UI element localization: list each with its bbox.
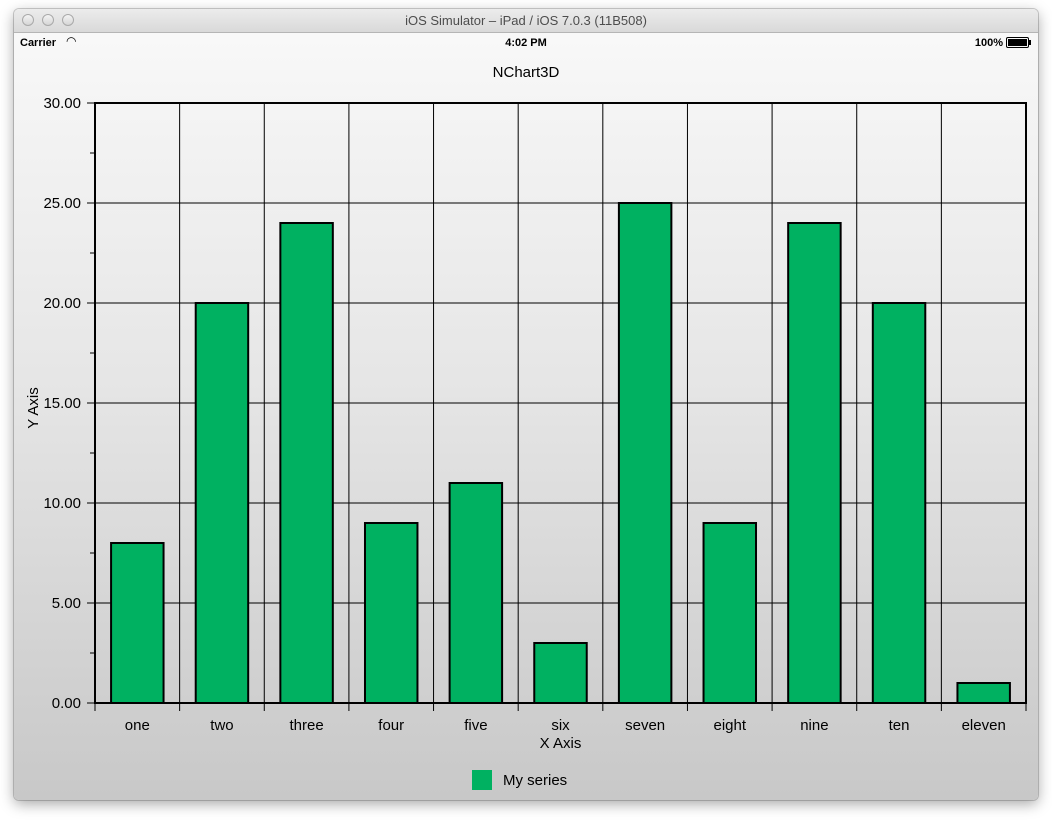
battery-percent: 100%: [974, 37, 1003, 49]
x-tick-label: eight: [714, 717, 747, 734]
x-tick-label: three: [289, 717, 323, 734]
legend-label[interactable]: My series: [503, 771, 568, 789]
bar: [279, 222, 334, 704]
bar: [702, 522, 758, 704]
bar: [533, 642, 588, 704]
y-tick-label: 5.00: [52, 595, 81, 612]
status-time: 4:02 PM: [505, 37, 547, 49]
carrier-label: Carrier: [20, 37, 57, 49]
close-window-button[interactable]: [22, 14, 34, 26]
status-bar: Carrier ◠ 4:02 PM 100%: [14, 33, 1038, 53]
bar: [194, 302, 250, 704]
bar: [956, 682, 1011, 704]
zoom-window-button[interactable]: [62, 14, 74, 26]
x-tick-label: two: [210, 717, 233, 734]
y-tick-label: 25.00: [43, 195, 81, 212]
x-tick-label: five: [464, 717, 487, 734]
wifi-icon: ◠: [66, 34, 77, 48]
bar: [448, 482, 504, 704]
bar: [110, 542, 165, 704]
x-tick-label: eleven: [962, 717, 1006, 734]
y-tick-label: 0.00: [52, 695, 81, 712]
bar: [363, 522, 419, 704]
x-tick-label: nine: [800, 717, 828, 734]
simulator-window: iOS Simulator – iPad / iOS 7.0.3 (11B508…: [14, 9, 1038, 800]
x-axis-title: X Axis: [540, 735, 582, 752]
battery-icon: [1006, 37, 1031, 48]
chart-legend: My series: [472, 770, 567, 790]
x-tick-label: one: [125, 717, 150, 734]
x-tick-label: ten: [889, 717, 910, 734]
bar: [787, 222, 842, 704]
x-tick-label: four: [378, 717, 404, 734]
bar-chart: 0.00 5.00 10.00 15.00 20.00 25.00 30.00 one two t…: [25, 95, 1027, 752]
x-tick-label: seven: [625, 717, 665, 734]
bar: [871, 302, 927, 704]
device-screen: Carrier ◠ 4:02 PM 100% NChart3D 0.00 5.00…: [14, 33, 1038, 800]
y-axis-title: Y Axis: [25, 387, 42, 428]
y-tick-label: 10.00: [43, 495, 81, 512]
chart-title: NChart3D: [492, 64, 560, 81]
x-tick-label: six: [551, 717, 570, 734]
window-title: iOS Simulator – iPad / iOS 7.0.3 (11B508…: [405, 13, 647, 28]
y-tick-label: 20.00: [43, 295, 81, 312]
minimize-window-button[interactable]: [42, 14, 54, 26]
legend-swatch: [472, 770, 492, 790]
y-tick-label: 15.00: [43, 395, 81, 412]
window-titlebar: iOS Simulator – iPad / iOS 7.0.3 (11B508…: [14, 9, 1038, 33]
y-tick-label: 30.00: [43, 95, 81, 112]
bar: [617, 202, 673, 704]
